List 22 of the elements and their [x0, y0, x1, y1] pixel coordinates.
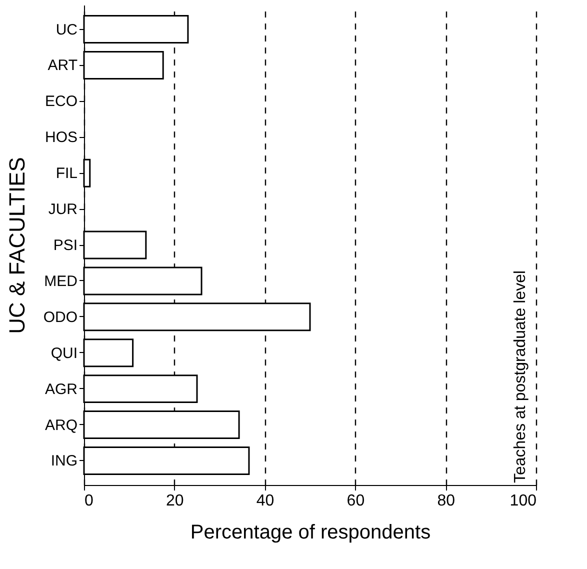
y-tick-label: ECO — [44, 93, 78, 110]
x-tick-label: 40 — [256, 492, 274, 510]
y-tick-label: ODO — [43, 308, 78, 326]
y-tick-label: ARQ — [44, 416, 78, 434]
y-tick-label: QUI — [50, 344, 78, 362]
annotation: Teaches at postgraduate level — [512, 270, 529, 483]
x-tick-label: 60 — [346, 492, 365, 510]
y-tick-label: UC — [56, 21, 78, 38]
x-tick-label: 80 — [437, 492, 456, 510]
y-axis-title: UC & FACULTIES — [4, 157, 30, 334]
y-tick-label: HOS — [44, 129, 78, 146]
x-axis-title: Percentage of respondents — [190, 522, 431, 544]
x-tick-label: 20 — [166, 492, 184, 510]
y-tick-label: FIL — [56, 165, 78, 182]
y-tick-label: PSI — [53, 237, 78, 254]
y-tick-label: AGR — [44, 380, 78, 398]
y-tick-label: JUR — [48, 201, 78, 218]
y-tick-label: ING — [50, 452, 78, 470]
x-tick-label: 100 — [510, 492, 537, 510]
y-tick-label: ART — [48, 57, 78, 74]
x-tick-label: 0 — [84, 492, 94, 510]
y-tick-label: MED — [44, 272, 78, 290]
